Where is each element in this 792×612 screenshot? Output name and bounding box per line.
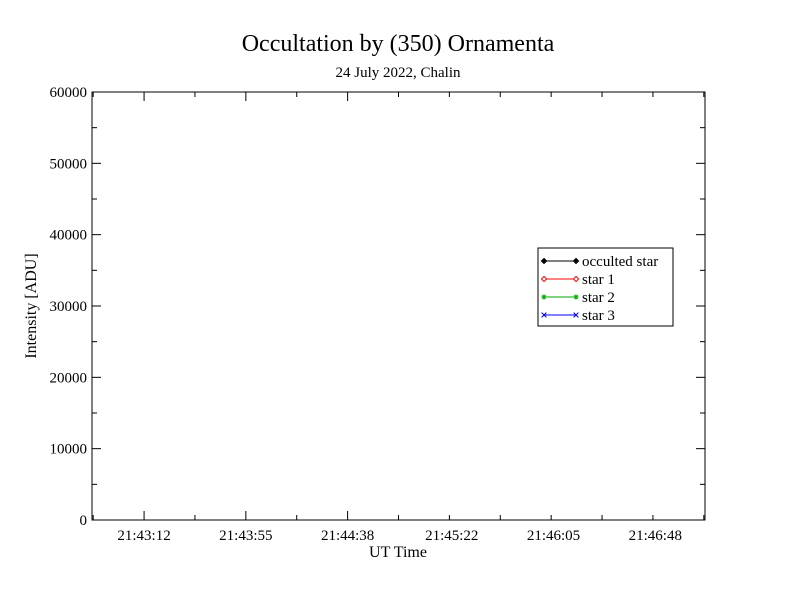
y-tick-label: 30000 [50,299,88,315]
x-tick-label: 21:46:48 [629,528,682,544]
legend-label: star 1 [582,272,615,288]
x-tick-label: 21:45:22 [425,528,478,544]
legend-marker [573,294,579,300]
legend-label: star 2 [582,290,615,306]
x-axis: 21:43:12 21:43:55 21:44:38 21:45:22 21:46:05… [92,92,705,544]
legend-label: star 3 [582,308,615,324]
legend-entry: occulted star [540,254,658,270]
y-tick-label: 0 [80,513,88,529]
x-tick-label: 21:43:12 [117,528,170,544]
y-tick-label: 50000 [50,156,88,172]
chart-subtitle: 24 July 2022, Chalin [335,65,461,81]
y-tick-label: 20000 [50,370,88,386]
legend-marker [540,275,548,283]
y-axis-label: Intensity [ADU] [23,253,40,358]
legend-label: occulted star [582,254,658,270]
legend-marker [541,312,547,318]
legend-marker [572,257,580,265]
legend-marker [540,257,548,265]
x-tick-label: 21:43:55 [219,528,272,544]
y-tick-label: 40000 [50,228,88,244]
legend-marker [573,312,579,318]
legend: occulted star star 1 star 2 star 3 [537,247,674,327]
y-axis: 0 10000 20000 30000 40000 50000 60000 [50,85,705,529]
legend-marker [541,294,547,300]
legend-entry: star 2 [541,290,615,306]
x-axis-label: UT Time [369,544,427,561]
legend-marker [572,275,580,283]
x-tick-label: 21:46:05 [527,528,580,544]
legend-entry: star 1 [540,272,615,288]
x-tick-label: 21:44:38 [321,528,374,544]
y-tick-label: 10000 [50,442,88,458]
chart-title: Occultation by (350) Ornamenta [242,31,555,57]
y-tick-label: 60000 [50,85,88,101]
legend-entry: star 3 [541,308,615,324]
